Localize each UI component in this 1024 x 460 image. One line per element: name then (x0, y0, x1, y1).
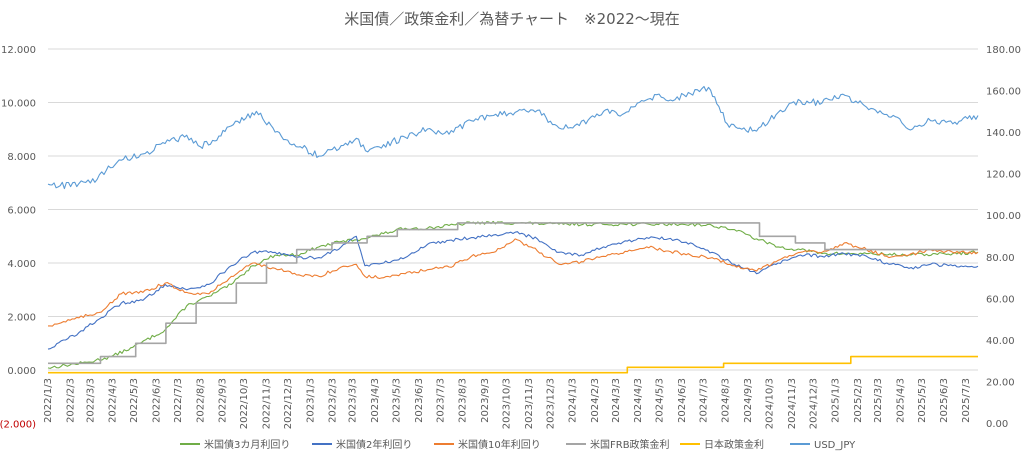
x-tick-label: 2024/2/3 (590, 378, 601, 423)
x-tick-label: 2022/11/3 (261, 378, 272, 429)
grid-layer (48, 48, 978, 371)
x-tick-label: 2022/6/3 (152, 378, 163, 423)
x-tick-label: 2023/4/3 (370, 378, 381, 423)
right-tick-label: 180.00 (986, 45, 1021, 56)
x-tick-label: 2023/12/3 (545, 378, 556, 429)
x-axis: 2022/1/3 2022/2/3 2022/3/3 2022/4/3 2022/5/3… (43, 378, 972, 429)
series-line (47, 231, 979, 350)
legend-item: 米国債2年利回り (312, 438, 412, 451)
right-tick-label: 160.00 (986, 87, 1021, 98)
legend-label: 米国FRB政策金利 (590, 438, 670, 451)
legend-label: 米国債2年利回り (336, 438, 412, 451)
legend-item: 米国FRB政策金利 (566, 438, 670, 451)
left-tick-label: 6.000 (7, 206, 36, 217)
x-tick-label: 2022/4/3 (108, 378, 119, 423)
left-tick-label: 4.000 (7, 259, 36, 270)
x-tick-label: 2024/4/3 (633, 378, 644, 423)
x-tick-label: 2023/5/3 (392, 378, 403, 423)
right-tick-label: 140.00 (986, 128, 1021, 139)
right-tick-label: 120.00 (986, 170, 1021, 181)
series-line (48, 355, 978, 374)
x-tick-label: 2023/3/3 (348, 378, 359, 423)
x-tick-label: 2022/3/3 (85, 378, 96, 423)
x-tick-label: 2023/7/3 (435, 378, 446, 423)
right-tick-label: 60.00 (986, 294, 1015, 305)
x-tick-label: 2023/8/3 (458, 378, 469, 423)
legend-item: 日本政策金利 (680, 438, 764, 451)
legend-item: USD_JPY (790, 440, 856, 451)
x-tick-label: 2024/6/3 (677, 378, 688, 423)
x-tick-label: 2022/5/3 (129, 378, 140, 423)
x-tick-label: 2024/10/3 (765, 378, 776, 429)
left-axis: (2.000) 0.000 2.000 4.000 6.000 8.000 10.000 12… (0, 45, 36, 431)
x-tick-label: 2025/3/3 (873, 378, 884, 423)
x-tick-label: 2023/10/3 (502, 378, 513, 429)
x-tick-label: 2024/12/3 (808, 378, 819, 429)
x-tick-label: 2023/6/3 (414, 378, 425, 423)
series-layer (47, 85, 979, 374)
left-tick-label: 2.000 (7, 313, 36, 324)
legend-label: USD_JPY (814, 440, 856, 451)
x-tick-label: 2023/11/3 (524, 378, 535, 429)
x-tick-label: 2022/7/3 (173, 378, 184, 423)
x-tick-label: 2022/9/3 (218, 378, 229, 423)
x-tick-label: 2025/7/3 (961, 378, 972, 423)
series-line (47, 220, 979, 369)
x-tick-label: 2024/1/3 (568, 378, 579, 423)
right-tick-label: 0.00 (986, 419, 1008, 430)
x-tick-label: 2024/7/3 (698, 378, 709, 423)
legend: 米国債3カ月利回り 米国債2年利回り 米国債10年利回り 米国FRB政策金利 日本政策金… (180, 438, 856, 451)
x-tick-label: 2024/3/3 (611, 378, 622, 423)
right-axis: 0.00 20.00 40.00 60.00 80.00 100.00 120.00 140.… (986, 45, 1021, 430)
right-tick-label: 80.00 (986, 253, 1015, 264)
left-tick-label: 10.000 (1, 99, 36, 110)
x-tick-label: 2025/2/3 (853, 378, 864, 423)
chart-title: 米国債／政策金利／為替チャート ※2022～現在 (344, 10, 680, 28)
x-tick-label: 2023/9/3 (480, 378, 491, 423)
x-tick-label: 2025/4/3 (895, 378, 906, 423)
series-line (47, 85, 979, 190)
right-tick-label: 100.00 (986, 211, 1021, 222)
left-tick-label: 12.000 (1, 45, 36, 56)
x-tick-label: 2022/12/3 (283, 378, 294, 429)
legend-label: 米国債3カ月利回り (204, 438, 290, 451)
legend-label: 米国債10年利回り (458, 438, 541, 451)
legend-item: 米国債10年利回り (434, 438, 541, 451)
x-tick-label: 2023/2/3 (328, 378, 339, 423)
right-tick-label: 40.00 (986, 336, 1015, 347)
x-tick-label: 2024/9/3 (743, 378, 754, 423)
legend-label: 日本政策金利 (704, 438, 764, 451)
x-tick-label: 2022/1/3 (43, 378, 54, 423)
x-tick-label: 2025/5/3 (917, 378, 928, 423)
legend-item: 米国債3カ月利回り (180, 438, 290, 451)
left-tick-label: 0.000 (7, 366, 36, 377)
x-tick-label: 2025/6/3 (939, 378, 950, 423)
x-tick-label: 2022/2/3 (65, 378, 76, 423)
x-tick-label: 2024/8/3 (721, 378, 732, 423)
left-tick-label: (2.000) (0, 420, 36, 431)
x-tick-label: 2022/10/3 (239, 378, 250, 429)
x-tick-label: 2023/1/3 (305, 378, 316, 423)
left-tick-label: 8.000 (7, 152, 36, 163)
x-tick-label: 2024/5/3 (655, 378, 666, 423)
x-tick-label: 2024/11/3 (787, 378, 798, 429)
right-tick-label: 20.00 (986, 377, 1015, 388)
x-tick-label: 2025/1/3 (831, 378, 842, 423)
x-tick-label: 2022/8/3 (195, 378, 206, 423)
series-line (48, 222, 978, 365)
series-line (48, 238, 979, 327)
